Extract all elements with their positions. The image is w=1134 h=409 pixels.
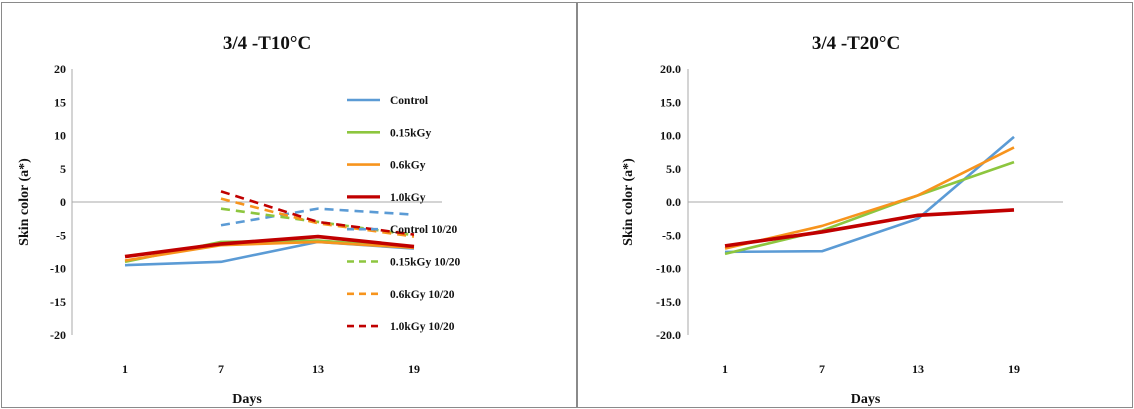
series-line-g10 [724, 208, 1015, 248]
series-line-g015-1020 [220, 207, 415, 237]
legend-label: 1.0kGy [390, 192, 426, 204]
y-tick-label: -5 [56, 228, 66, 242]
y-tick-label: 15.0 [660, 95, 681, 109]
y-tick-label: 5 [60, 162, 66, 176]
y-tick-label: 10.0 [660, 129, 681, 143]
y-tick-label: -20 [50, 328, 66, 342]
y-tick-label: -5.0 [662, 228, 681, 242]
x-tick-label: 1 [122, 362, 128, 376]
series-line-control-1020 [220, 207, 415, 227]
y-tick-label: -10 [50, 262, 66, 276]
x-tick-label: 7 [819, 362, 825, 376]
legend-label: 0.15kGy 10/20 [390, 257, 461, 269]
y-tick-label: 20 [54, 62, 66, 76]
y-tick-label: 0 [60, 195, 66, 209]
legend-label: 0.6kGy [390, 160, 426, 172]
y-tick-label: 10 [54, 129, 66, 143]
series-line-g06 [724, 146, 1015, 250]
y-tick-label: -20.0 [656, 328, 681, 342]
y-axis-label: Skin color (a*) [621, 158, 636, 246]
series-line-g10 [124, 234, 415, 259]
legend-label: Control [390, 95, 428, 107]
y-tick-label: -15.0 [656, 295, 681, 309]
chart-t20-svg: 3/4 -T20°C 20.0 15.0 10.0 5.0 0.0 -5.0 -10.0 -15… [621, 33, 1063, 407]
chart-title: 3/4 -T10°C [223, 33, 311, 54]
series-line-g10-1020 [220, 190, 415, 236]
legend-label: 0.6kGy 10/20 [390, 289, 455, 301]
series-line-g06-1020 [220, 197, 415, 238]
y-tick-label: -10.0 [656, 262, 681, 276]
y-axis-label: Skin color (a*) [17, 158, 32, 246]
x-axis-label: Days [851, 392, 881, 407]
chart-panel-t20: 3/4 -T20°C 20.0 15.0 10.0 5.0 0.0 -5.0 -10.0 -15… [577, 2, 1133, 408]
series-line-g015 [724, 160, 1015, 256]
legend-label: 1.0kGy 10/20 [390, 321, 455, 333]
x-tick-label: 7 [218, 362, 224, 376]
y-tick-label: -15 [50, 295, 66, 309]
y-tick-label: 20.0 [660, 62, 681, 76]
y-tick-label: 0.0 [666, 195, 681, 209]
x-tick-label: 13 [912, 362, 924, 376]
x-tick-label: 19 [408, 362, 420, 376]
x-axis-label: Days [232, 392, 262, 407]
chart-panel-t10: 3/4 -T10°C 20 15 10 5 0 -5 -10 -15 -20 1 7 13 19 Days S… [1, 2, 577, 408]
series-line-g06 [124, 240, 415, 262]
y-tick-label: 15 [54, 95, 66, 109]
x-tick-label: 1 [722, 362, 728, 376]
chart-t10-svg: 3/4 -T10°C 20 15 10 5 0 -5 -10 -15 -20 1 7 13 19 Days S… [17, 33, 461, 407]
series-line-control [724, 135, 1015, 254]
x-tick-label: 19 [1008, 362, 1020, 376]
legend-label: 0.15kGy [390, 127, 431, 139]
y-tick-label: 5.0 [666, 162, 681, 176]
legend-label: Control 10/20 [390, 224, 457, 236]
x-tick-label: 13 [312, 362, 324, 376]
chart-title: 3/4 -T20°C [812, 33, 900, 54]
